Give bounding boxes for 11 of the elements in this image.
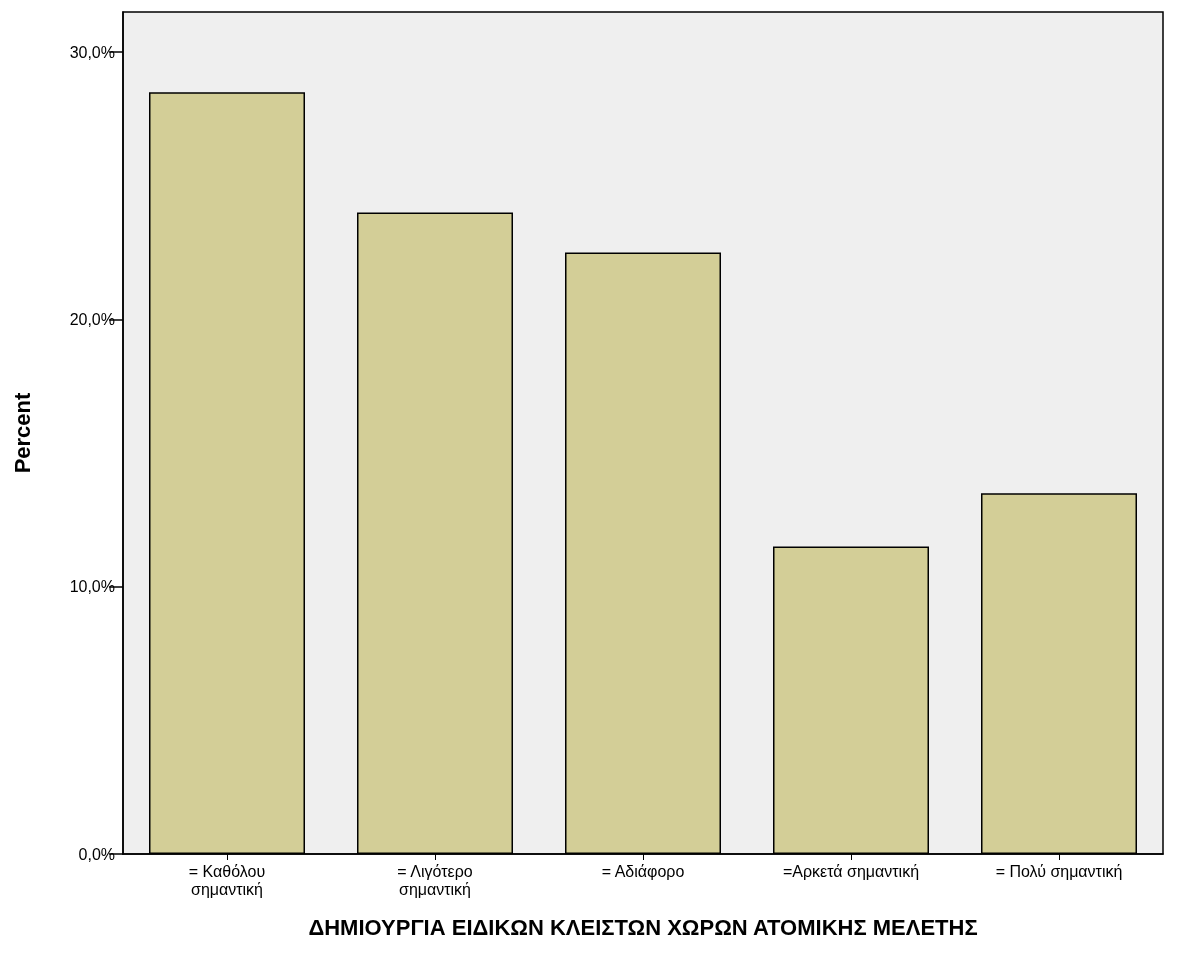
y-tick-label: 0,0%	[78, 845, 115, 863]
x-tick-label: = Λιγότερο σημαντική	[397, 862, 473, 898]
x-tick-label: = Αδιάφορο	[601, 862, 685, 880]
y-axis-title: Percent	[9, 391, 35, 474]
y-tick-label: 30,0%	[69, 43, 115, 61]
x-tick-label: = Πολύ σημαντική	[995, 862, 1123, 880]
x-tick-label: = Καθόλου σημαντική	[188, 862, 266, 898]
x-axis-title: ΔΗΜΙΟΥΡΓΙΑ ΕΙΔΙΚΩΝ ΚΛΕΙΣΤΩΝ ΧΩΡΩΝ ΑΤΟΜΙΚΗΣ ΜΕΛΕΤΗΣ	[308, 914, 978, 940]
y-tick-label: 10,0%	[69, 578, 115, 596]
y-tick-label: 20,0%	[69, 310, 115, 328]
x-tick-label: =Αρκετά σημαντική	[782, 862, 920, 880]
